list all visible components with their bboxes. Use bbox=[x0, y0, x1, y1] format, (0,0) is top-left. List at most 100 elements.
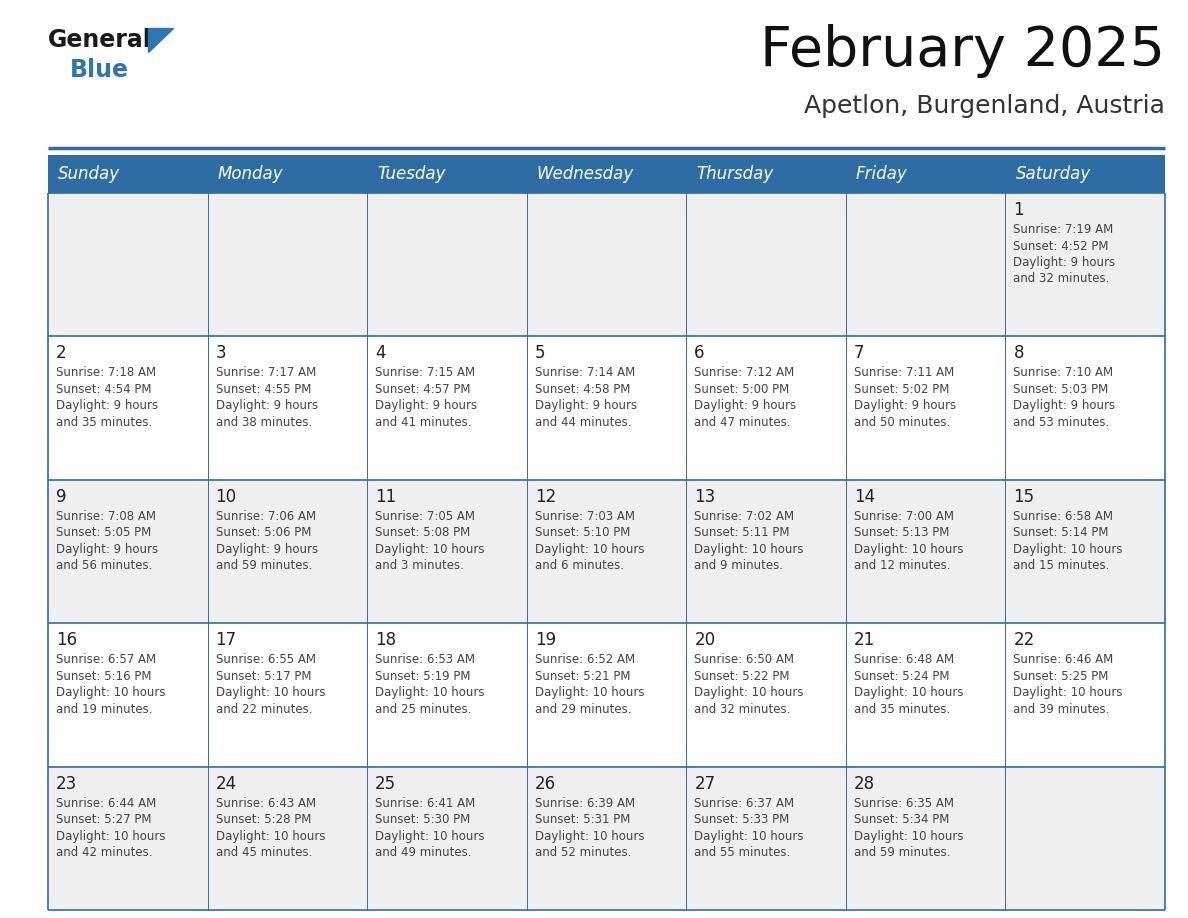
Bar bbox=[48, 155, 1165, 193]
Text: and 9 minutes.: and 9 minutes. bbox=[694, 559, 783, 572]
Text: and 50 minutes.: and 50 minutes. bbox=[854, 416, 950, 429]
Text: Sunrise: 7:05 AM: Sunrise: 7:05 AM bbox=[375, 509, 475, 522]
Text: and 19 minutes.: and 19 minutes. bbox=[56, 702, 152, 716]
Text: and 38 minutes.: and 38 minutes. bbox=[215, 416, 311, 429]
Text: 15: 15 bbox=[1013, 487, 1035, 506]
Text: Daylight: 10 hours: Daylight: 10 hours bbox=[535, 686, 644, 700]
Text: 18: 18 bbox=[375, 632, 397, 649]
Text: Wednesday: Wednesday bbox=[537, 165, 634, 183]
Text: Sunset: 5:14 PM: Sunset: 5:14 PM bbox=[1013, 526, 1108, 539]
Text: Sunrise: 6:39 AM: Sunrise: 6:39 AM bbox=[535, 797, 634, 810]
Text: Sunset: 5:24 PM: Sunset: 5:24 PM bbox=[854, 670, 949, 683]
Text: 11: 11 bbox=[375, 487, 397, 506]
Text: Sunrise: 7:15 AM: Sunrise: 7:15 AM bbox=[375, 366, 475, 379]
Text: Apetlon, Burgenland, Austria: Apetlon, Burgenland, Austria bbox=[804, 94, 1165, 118]
Text: Daylight: 10 hours: Daylight: 10 hours bbox=[375, 543, 485, 555]
Text: Sunset: 5:02 PM: Sunset: 5:02 PM bbox=[854, 383, 949, 396]
Text: Sunrise: 6:50 AM: Sunrise: 6:50 AM bbox=[694, 654, 795, 666]
Text: 8: 8 bbox=[1013, 344, 1024, 363]
Text: 13: 13 bbox=[694, 487, 715, 506]
Text: Sunset: 5:25 PM: Sunset: 5:25 PM bbox=[1013, 670, 1108, 683]
Text: Sunday: Sunday bbox=[58, 165, 120, 183]
Text: and 32 minutes.: and 32 minutes. bbox=[1013, 273, 1110, 285]
Text: Sunrise: 7:14 AM: Sunrise: 7:14 AM bbox=[535, 366, 634, 379]
Bar bbox=[48, 623, 1165, 767]
Text: Sunrise: 6:57 AM: Sunrise: 6:57 AM bbox=[56, 654, 156, 666]
Bar bbox=[48, 767, 1165, 910]
Text: Sunrise: 7:11 AM: Sunrise: 7:11 AM bbox=[854, 366, 954, 379]
Text: 23: 23 bbox=[56, 775, 77, 792]
Text: and 56 minutes.: and 56 minutes. bbox=[56, 559, 152, 572]
Text: General: General bbox=[48, 28, 152, 52]
Text: Friday: Friday bbox=[855, 165, 908, 183]
Text: Daylight: 10 hours: Daylight: 10 hours bbox=[854, 686, 963, 700]
Text: 24: 24 bbox=[215, 775, 236, 792]
Text: Sunset: 4:57 PM: Sunset: 4:57 PM bbox=[375, 383, 470, 396]
Bar bbox=[48, 480, 1165, 623]
Text: Sunset: 5:11 PM: Sunset: 5:11 PM bbox=[694, 526, 790, 539]
Text: Thursday: Thursday bbox=[696, 165, 773, 183]
Text: 16: 16 bbox=[56, 632, 77, 649]
Text: Sunset: 5:13 PM: Sunset: 5:13 PM bbox=[854, 526, 949, 539]
Text: Daylight: 10 hours: Daylight: 10 hours bbox=[375, 686, 485, 700]
Text: Sunset: 5:19 PM: Sunset: 5:19 PM bbox=[375, 670, 470, 683]
Text: Sunrise: 7:12 AM: Sunrise: 7:12 AM bbox=[694, 366, 795, 379]
Text: Daylight: 9 hours: Daylight: 9 hours bbox=[1013, 256, 1116, 269]
Text: Daylight: 10 hours: Daylight: 10 hours bbox=[375, 830, 485, 843]
Text: Sunset: 5:31 PM: Sunset: 5:31 PM bbox=[535, 813, 630, 826]
Text: Sunset: 5:21 PM: Sunset: 5:21 PM bbox=[535, 670, 630, 683]
Text: Sunset: 4:58 PM: Sunset: 4:58 PM bbox=[535, 383, 630, 396]
Text: 22: 22 bbox=[1013, 632, 1035, 649]
Text: Sunrise: 6:58 AM: Sunrise: 6:58 AM bbox=[1013, 509, 1113, 522]
Text: and 42 minutes.: and 42 minutes. bbox=[56, 846, 152, 859]
Text: Sunrise: 6:55 AM: Sunrise: 6:55 AM bbox=[215, 654, 316, 666]
Text: and 22 minutes.: and 22 minutes. bbox=[215, 702, 312, 716]
Text: 20: 20 bbox=[694, 632, 715, 649]
Text: 14: 14 bbox=[854, 487, 876, 506]
Text: Sunset: 5:03 PM: Sunset: 5:03 PM bbox=[1013, 383, 1108, 396]
Text: and 59 minutes.: and 59 minutes. bbox=[854, 846, 950, 859]
Text: Daylight: 10 hours: Daylight: 10 hours bbox=[694, 830, 804, 843]
Text: Sunset: 5:00 PM: Sunset: 5:00 PM bbox=[694, 383, 790, 396]
Text: and 25 minutes.: and 25 minutes. bbox=[375, 702, 472, 716]
Text: Daylight: 9 hours: Daylight: 9 hours bbox=[375, 399, 478, 412]
Text: Daylight: 9 hours: Daylight: 9 hours bbox=[694, 399, 796, 412]
Text: Sunrise: 6:35 AM: Sunrise: 6:35 AM bbox=[854, 797, 954, 810]
Text: 3: 3 bbox=[215, 344, 226, 363]
Text: Daylight: 9 hours: Daylight: 9 hours bbox=[56, 543, 158, 555]
Text: Sunrise: 6:46 AM: Sunrise: 6:46 AM bbox=[1013, 654, 1113, 666]
Polygon shape bbox=[148, 28, 173, 52]
Text: Sunset: 5:22 PM: Sunset: 5:22 PM bbox=[694, 670, 790, 683]
Text: Daylight: 10 hours: Daylight: 10 hours bbox=[1013, 686, 1123, 700]
Text: Sunset: 5:17 PM: Sunset: 5:17 PM bbox=[215, 670, 311, 683]
Text: and 49 minutes.: and 49 minutes. bbox=[375, 846, 472, 859]
Text: 7: 7 bbox=[854, 344, 865, 363]
Text: Daylight: 10 hours: Daylight: 10 hours bbox=[535, 830, 644, 843]
Text: and 15 minutes.: and 15 minutes. bbox=[1013, 559, 1110, 572]
Text: Sunrise: 7:17 AM: Sunrise: 7:17 AM bbox=[215, 366, 316, 379]
Text: Daylight: 9 hours: Daylight: 9 hours bbox=[1013, 399, 1116, 412]
Text: Sunrise: 7:00 AM: Sunrise: 7:00 AM bbox=[854, 509, 954, 522]
Text: Blue: Blue bbox=[70, 58, 129, 82]
Text: Sunrise: 6:44 AM: Sunrise: 6:44 AM bbox=[56, 797, 157, 810]
Text: 5: 5 bbox=[535, 344, 545, 363]
Text: 25: 25 bbox=[375, 775, 397, 792]
Text: and 53 minutes.: and 53 minutes. bbox=[1013, 416, 1110, 429]
Text: Daylight: 10 hours: Daylight: 10 hours bbox=[1013, 543, 1123, 555]
Text: and 44 minutes.: and 44 minutes. bbox=[535, 416, 631, 429]
Text: Sunrise: 7:03 AM: Sunrise: 7:03 AM bbox=[535, 509, 634, 522]
Text: Daylight: 10 hours: Daylight: 10 hours bbox=[535, 543, 644, 555]
Text: Daylight: 10 hours: Daylight: 10 hours bbox=[56, 830, 165, 843]
Text: 9: 9 bbox=[56, 487, 67, 506]
Text: 1: 1 bbox=[1013, 201, 1024, 219]
Text: Daylight: 9 hours: Daylight: 9 hours bbox=[215, 543, 317, 555]
Text: and 55 minutes.: and 55 minutes. bbox=[694, 846, 790, 859]
Text: and 3 minutes.: and 3 minutes. bbox=[375, 559, 465, 572]
Text: Sunrise: 6:37 AM: Sunrise: 6:37 AM bbox=[694, 797, 795, 810]
Text: Sunset: 4:55 PM: Sunset: 4:55 PM bbox=[215, 383, 311, 396]
Text: 10: 10 bbox=[215, 487, 236, 506]
Text: 26: 26 bbox=[535, 775, 556, 792]
Text: Daylight: 10 hours: Daylight: 10 hours bbox=[854, 543, 963, 555]
Text: Sunset: 5:30 PM: Sunset: 5:30 PM bbox=[375, 813, 470, 826]
Text: February 2025: February 2025 bbox=[760, 24, 1165, 78]
